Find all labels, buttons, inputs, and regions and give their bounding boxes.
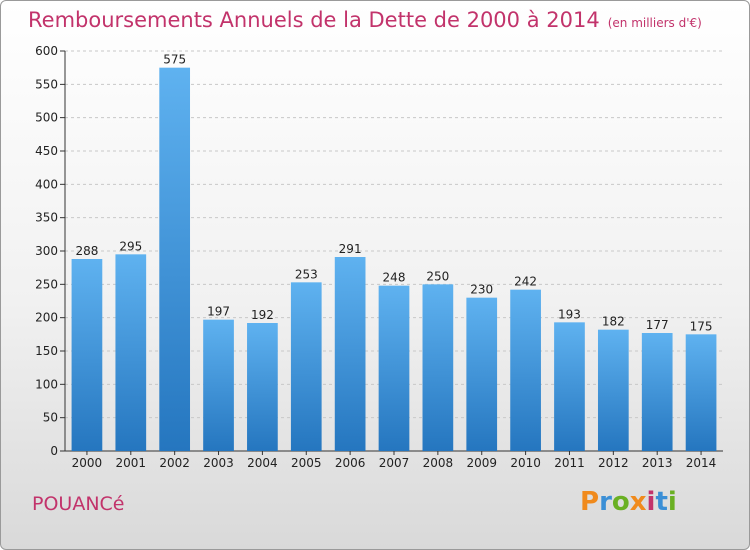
chart-title: Remboursements Annuels de la Dette de 20… bbox=[28, 8, 702, 32]
x-axis-ticks: 2000 2001 2002 2003 2004 2005 2006 2007 2008 2009… bbox=[72, 451, 717, 470]
x-tick-label: 2012 bbox=[598, 456, 629, 470]
bar-2014 bbox=[685, 334, 717, 451]
y-tick-label: 550 bbox=[35, 77, 58, 91]
bar-2008 bbox=[422, 284, 454, 451]
x-tick-label: 2011 bbox=[554, 456, 585, 470]
bar-2009 bbox=[466, 297, 498, 451]
x-tick-label: 2000 bbox=[72, 456, 103, 470]
bar-2006 bbox=[334, 257, 366, 451]
bar-value-label: 248 bbox=[383, 271, 406, 285]
y-tick-label: 500 bbox=[35, 111, 58, 125]
y-tick-label: 450 bbox=[35, 144, 58, 158]
x-tick-label: 2001 bbox=[116, 456, 147, 470]
bar-value-label: 288 bbox=[75, 244, 98, 258]
city-name: POUANCé bbox=[32, 493, 125, 515]
y-tick-label: 100 bbox=[35, 377, 58, 391]
bar-2004 bbox=[247, 323, 278, 451]
y-tick-label: 150 bbox=[35, 344, 58, 358]
x-tick-label: 2014 bbox=[686, 456, 717, 470]
y-tick-label: 250 bbox=[35, 277, 58, 291]
bar-value-label: 175 bbox=[690, 319, 713, 333]
logo-letter: i bbox=[667, 487, 677, 517]
logo-letter: t bbox=[655, 487, 668, 517]
y-tick-label: 200 bbox=[35, 311, 58, 325]
logo-letter: P bbox=[580, 487, 600, 517]
bar-value-label: 253 bbox=[295, 267, 318, 281]
logo-letter: r bbox=[599, 487, 612, 517]
bar-value-label: 291 bbox=[339, 242, 362, 256]
y-tick-label: 300 bbox=[35, 244, 58, 258]
x-tick-label: 2003 bbox=[203, 456, 234, 470]
x-tick-label: 2013 bbox=[642, 456, 673, 470]
y-tick-label: 50 bbox=[43, 411, 58, 425]
bar-2012 bbox=[597, 329, 629, 451]
bar-2011 bbox=[554, 322, 585, 451]
bar-2010 bbox=[510, 289, 541, 451]
bar-2005 bbox=[290, 282, 322, 451]
y-tick-label: 600 bbox=[35, 44, 58, 58]
bar-2000 bbox=[71, 259, 103, 451]
x-tick-label: 2002 bbox=[159, 456, 190, 470]
bar-value-label: 192 bbox=[251, 308, 274, 322]
x-tick-label: 2004 bbox=[247, 456, 278, 470]
bar-2007 bbox=[378, 285, 410, 451]
y-tick-label: 0 bbox=[50, 444, 58, 458]
logo-letter: x bbox=[629, 487, 647, 517]
logo-letter: i bbox=[646, 487, 656, 517]
bar-value-label: 250 bbox=[426, 269, 449, 283]
bar-2002 bbox=[159, 67, 191, 452]
bar-value-label: 177 bbox=[646, 318, 669, 332]
x-tick-label: 2009 bbox=[466, 456, 497, 470]
bar-value-label: 242 bbox=[514, 275, 537, 289]
y-tick-label: 350 bbox=[35, 211, 58, 225]
x-tick-label: 2008 bbox=[423, 456, 454, 470]
x-tick-label: 2005 bbox=[291, 456, 322, 470]
bar-value-label: 193 bbox=[558, 307, 581, 321]
bar-value-label: 197 bbox=[207, 305, 230, 319]
y-tick-label: 400 bbox=[35, 177, 58, 191]
bar-2001 bbox=[115, 254, 147, 451]
bar-2003 bbox=[203, 319, 234, 451]
x-tick-label: 2007 bbox=[379, 456, 410, 470]
bar-2013 bbox=[641, 333, 673, 451]
logo-letter: o bbox=[611, 487, 630, 517]
x-tick-label: 2010 bbox=[510, 456, 541, 470]
proxiti-logo: Proxiti bbox=[580, 487, 677, 517]
bar-value-label: 230 bbox=[470, 283, 493, 297]
bar-value-label: 182 bbox=[602, 315, 625, 329]
chart-unit-text: (en milliers d'€) bbox=[607, 16, 702, 30]
y-axis-ticks: 0 50 100 150 200 250 300 350 400 450 500 550 600 bbox=[35, 44, 65, 458]
bars: 288 295 575 197 192 253 291 248 250 230 242 193 182 1… bbox=[71, 53, 717, 452]
bar-value-label: 575 bbox=[163, 53, 186, 67]
chart-title-text: Remboursements Annuels de la Dette de 20… bbox=[28, 8, 600, 32]
x-tick-label: 2006 bbox=[335, 456, 366, 470]
bar-value-label: 295 bbox=[119, 239, 142, 253]
